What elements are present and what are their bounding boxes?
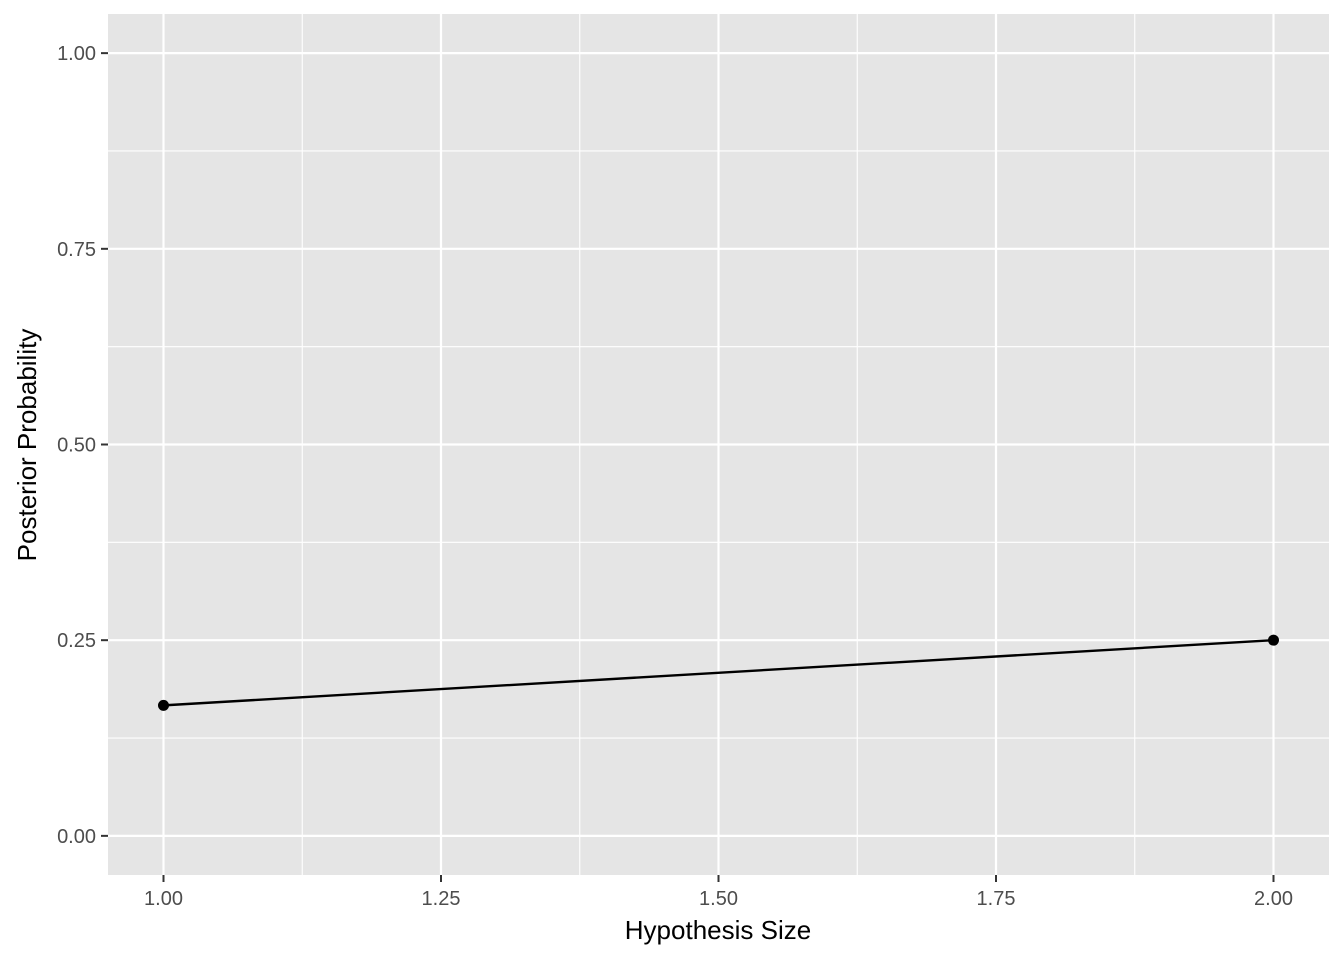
series-line (163, 638, 1274, 707)
x-tick-label: 1.00 (144, 888, 183, 910)
x-tick-label: 1.25 (422, 888, 461, 910)
x-tick-label: 1.75 (977, 888, 1016, 910)
major-gridlines (108, 14, 1329, 875)
series-layer (158, 634, 1279, 711)
y-tick-label: 0.50 (57, 435, 96, 457)
y-axis-title: Posterior Probability (12, 329, 42, 562)
y-axis: 0.00 0.25 0.50 0.75 1.00 (57, 43, 108, 848)
x-axis: 1.00 1.25 1.50 1.75 2.00 (144, 875, 1293, 910)
y-tick-label: 0.25 (57, 630, 96, 652)
y-tick-label: 0.00 (57, 826, 96, 848)
x-tick-label: 2.00 (1254, 888, 1293, 910)
y-tick-label: 1.00 (57, 43, 96, 65)
data-point (1268, 634, 1279, 646)
y-tick-label: 0.75 (57, 239, 96, 261)
x-axis-title: Hypothesis Size (625, 915, 811, 945)
x-tick-label: 1.50 (699, 888, 738, 910)
data-point (158, 699, 169, 711)
